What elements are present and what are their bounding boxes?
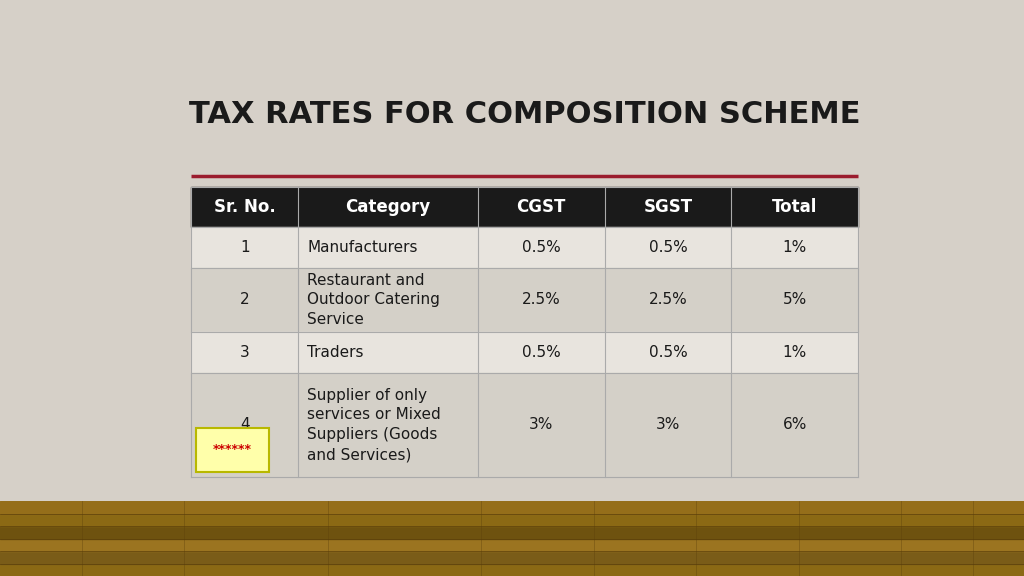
Text: CGST: CGST (516, 198, 566, 216)
Bar (0, 563, 1024, 576)
Text: Traders: Traders (307, 345, 364, 360)
Text: 2.5%: 2.5% (522, 293, 560, 308)
Text: 1%: 1% (782, 345, 807, 360)
Text: 1: 1 (240, 240, 250, 255)
Bar (191, 332, 858, 373)
Text: 3%: 3% (655, 418, 680, 433)
Text: 0.5%: 0.5% (648, 345, 687, 360)
Text: 5%: 5% (782, 293, 807, 308)
Bar (191, 228, 858, 268)
Text: 1%: 1% (782, 240, 807, 255)
Bar (191, 187, 858, 228)
Text: SGST: SGST (643, 198, 692, 216)
Bar (0, 526, 1024, 539)
Text: Total: Total (772, 198, 817, 216)
Text: 3: 3 (240, 345, 250, 360)
Bar (0, 551, 1024, 563)
Text: 2.5%: 2.5% (648, 293, 687, 308)
Bar (191, 373, 858, 477)
Text: 6%: 6% (782, 418, 807, 433)
Text: 0.5%: 0.5% (648, 240, 687, 255)
Text: Sr. No.: Sr. No. (214, 198, 275, 216)
Text: Supplier of only
services or Mixed
Suppliers (Goods
and Services): Supplier of only services or Mixed Suppl… (307, 388, 441, 462)
Text: 0.5%: 0.5% (522, 240, 560, 255)
Text: Manufacturers: Manufacturers (307, 240, 418, 255)
Bar (0, 514, 1024, 526)
Text: TAX RATES FOR COMPOSITION SCHEME: TAX RATES FOR COMPOSITION SCHEME (189, 100, 860, 129)
Text: Restaurant and
Outdoor Catering
Service: Restaurant and Outdoor Catering Service (307, 272, 440, 327)
Bar (191, 268, 858, 332)
Text: 2: 2 (240, 293, 250, 308)
FancyBboxPatch shape (197, 428, 268, 472)
Text: 3%: 3% (529, 418, 553, 433)
Text: 0.5%: 0.5% (522, 345, 560, 360)
Bar (0, 501, 1024, 514)
Text: 4: 4 (240, 418, 250, 433)
Text: ******: ****** (213, 444, 252, 456)
Bar (191, 187, 858, 477)
Bar (0, 539, 1024, 551)
Text: Category: Category (345, 198, 430, 216)
